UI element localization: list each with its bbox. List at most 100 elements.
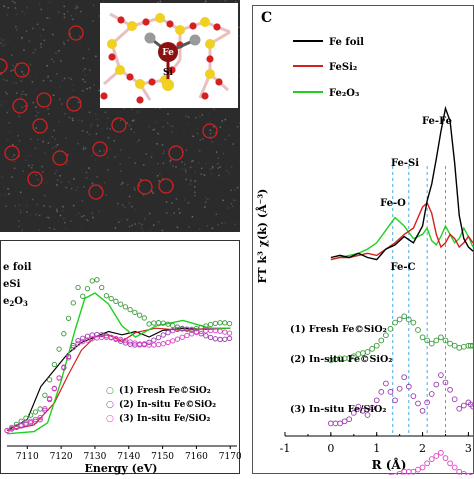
xanes-legend-fe2o3: e2O3 (3, 296, 28, 308)
stem-noise (60, 181, 62, 183)
stem-noise (37, 24, 39, 26)
stem-noise (14, 105, 16, 107)
stem-noise (221, 144, 223, 146)
stem-noise (33, 37, 35, 39)
stem-noise (9, 122, 11, 124)
stem-noise (195, 117, 197, 119)
stem-noise (115, 182, 117, 184)
single-atom-marker (67, 97, 81, 111)
stem-noise (23, 74, 25, 76)
stem-noise (188, 117, 190, 119)
stem-noise (2, 39, 4, 41)
stem-noise (53, 95, 55, 97)
stem-noise (83, 215, 85, 217)
stem-noise (120, 171, 122, 173)
stem-noise (4, 186, 5, 188)
stem-noise (47, 108, 49, 110)
exafs-marker (461, 344, 466, 349)
stem-noise (205, 201, 207, 203)
stem-noise (210, 130, 212, 132)
exafs-marker (347, 417, 352, 422)
stem-noise (52, 136, 54, 138)
exafs-legend-label: Fe foil (329, 37, 364, 48)
stem-noise (185, 171, 187, 173)
stem-noise (237, 187, 239, 189)
xanes-fresh-marker (52, 362, 56, 366)
single-atom-marker (0, 59, 7, 73)
stem-noise (69, 117, 71, 119)
stem-noise (111, 191, 113, 193)
stem-noise (116, 208, 118, 210)
stem-noise (230, 196, 232, 198)
xanes-x-tick-label: 7110 (16, 452, 39, 462)
stem-noise (6, 80, 8, 82)
stem-noise (212, 227, 214, 229)
stem-noise (202, 114, 204, 116)
stem-noise (139, 138, 141, 140)
stem-noise (16, 43, 18, 45)
oxygen-atom (142, 18, 149, 25)
stem-noise (172, 126, 174, 128)
inset-fe-label: Fe (162, 48, 174, 58)
stem-noise (68, 181, 70, 183)
exafs-marker (397, 317, 402, 322)
exafs-marker (333, 421, 338, 426)
structure-inset: FeSi (100, 3, 238, 108)
xanes-fresh-marker (85, 286, 89, 290)
stem-noise (200, 173, 202, 175)
stem-noise (83, 146, 85, 148)
xanes-fresh-marker (123, 305, 127, 309)
stem-noise (32, 164, 34, 166)
stem-noise (26, 30, 28, 32)
single-atom-marker (89, 185, 103, 199)
stem-noise (31, 167, 33, 169)
stem-noise (75, 214, 77, 216)
stem-noise (167, 189, 169, 191)
xanes-insitu-fe-on-sio2-marker (180, 335, 184, 339)
stem-noise (78, 117, 80, 119)
stem-noise (96, 176, 98, 178)
stem-noise (228, 135, 230, 137)
stem-noise (131, 225, 133, 227)
stem-noise (28, 165, 30, 167)
stem-noise (54, 228, 56, 230)
stem-noise (205, 197, 207, 199)
stem-noise (182, 168, 184, 170)
stem-noise (38, 112, 40, 114)
stem-noise (221, 202, 223, 204)
exafs-marker (439, 450, 444, 455)
stem-noise (188, 226, 190, 228)
stem-noise (61, 110, 63, 112)
stem-noise (170, 215, 172, 217)
exafs-marker (406, 469, 411, 474)
stem-noise (228, 205, 230, 207)
stem-noise (105, 112, 107, 114)
stem-noise (7, 204, 9, 206)
stem-noise (132, 151, 134, 153)
exafs-marker (328, 421, 333, 426)
stem-noise (3, 79, 5, 81)
stem-noise (93, 84, 95, 86)
stem-noise (0, 38, 2, 40)
stem-noise (14, 2, 16, 4)
stem-noise (89, 108, 91, 110)
exafs-x-tick-label: 1 (373, 442, 380, 455)
stem-noise (185, 169, 187, 171)
exafs-x-tick-label: 3 (465, 442, 472, 455)
oxygen-atom (215, 78, 222, 85)
stem-noise (184, 164, 186, 166)
stem-noise (101, 128, 103, 130)
stem-noise (220, 117, 222, 119)
stem-noise (98, 211, 100, 213)
stem-noise (35, 148, 37, 150)
stem-noise (44, 183, 46, 185)
stem-noise (35, 106, 37, 108)
stem-noise (86, 136, 88, 138)
xanes-fresh-marker (223, 321, 227, 325)
stem-noise (1, 3, 3, 5)
stem-noise (174, 211, 176, 213)
xanes-fresh-marker (208, 322, 212, 326)
exafs-marker (425, 461, 430, 466)
stem-noise (158, 180, 160, 182)
stem-noise (33, 52, 35, 54)
